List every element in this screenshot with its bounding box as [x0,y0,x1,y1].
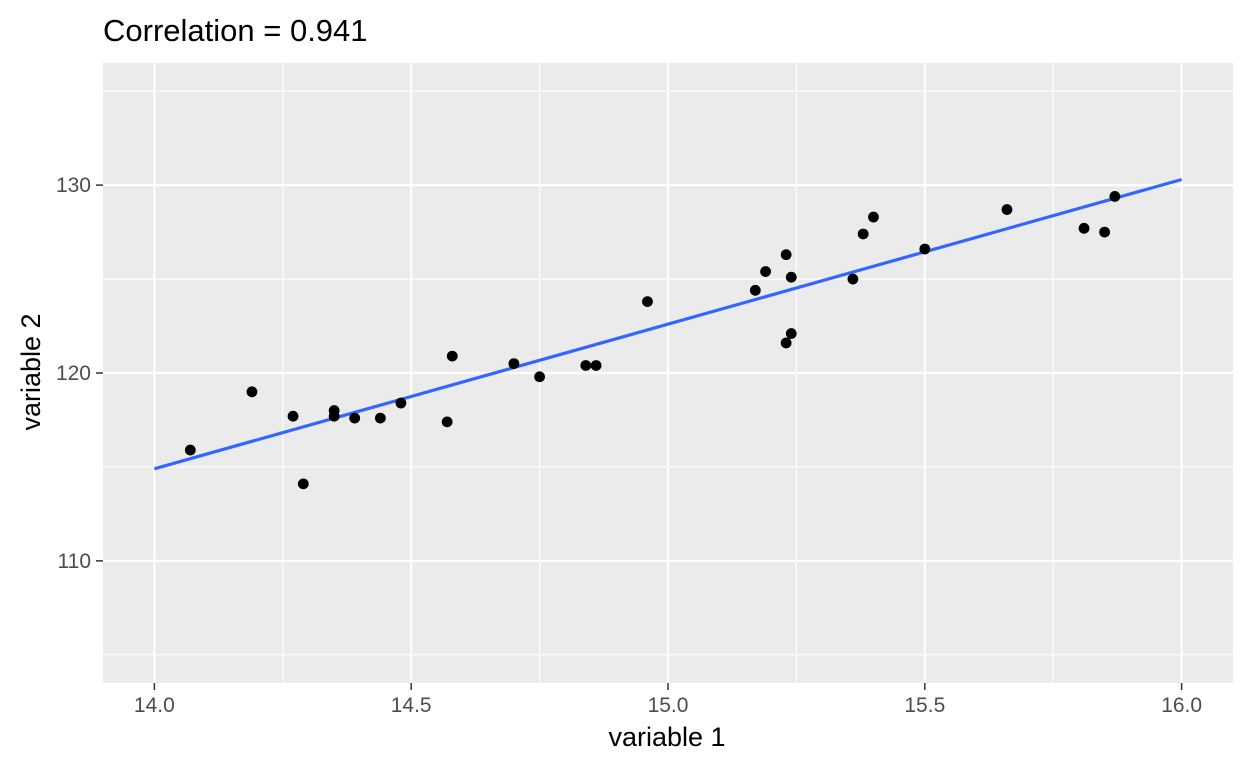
data-point [1109,190,1121,202]
y-tick-label: 110 [58,550,91,573]
data-point [374,412,386,424]
data-point [780,249,792,261]
y-axis: 110 120 130 [56,174,103,573]
data-point [328,410,340,422]
chart-title: Correlation = 0.941 [103,13,368,48]
y-axis-label: variable 2 [16,313,46,430]
x-tick-label: 14.5 [391,694,432,717]
data-point [749,284,761,296]
x-tick-label: 14.0 [134,694,175,717]
data-point [534,371,545,383]
data-point [395,397,407,409]
data-point [580,360,592,371]
x-tick-label: 15.0 [648,694,689,717]
data-point [919,243,931,255]
x-axis: 14.0 14.5 15.0 15.5 16.0 [134,683,1202,717]
data-point [590,360,602,371]
fit-line-group [153,177,1183,471]
data-point [785,328,797,339]
data-point [1001,204,1013,215]
data-points [184,190,1121,490]
data-point [1078,222,1090,234]
data-point [287,410,299,422]
data-point [760,266,771,277]
data-point [847,273,859,285]
y-tick-label: 130 [56,174,91,197]
data-point [857,228,869,240]
data-point [446,350,458,362]
data-point [184,444,196,456]
x-tick-label: 16.0 [1161,694,1202,717]
y-tick-label: 120 [56,362,91,385]
data-point [508,358,520,370]
data-point [868,211,879,223]
data-point [1099,226,1110,238]
data-point [246,386,258,398]
major-gridlines [103,63,1233,683]
fit-line [153,177,1183,471]
data-point [349,412,361,424]
data-point [642,296,653,308]
data-point [785,271,797,283]
data-point [441,416,453,428]
data-point [780,337,792,349]
x-axis-label: variable 1 [608,722,725,752]
data-point [297,478,309,490]
x-tick-label: 15.5 [904,694,945,717]
